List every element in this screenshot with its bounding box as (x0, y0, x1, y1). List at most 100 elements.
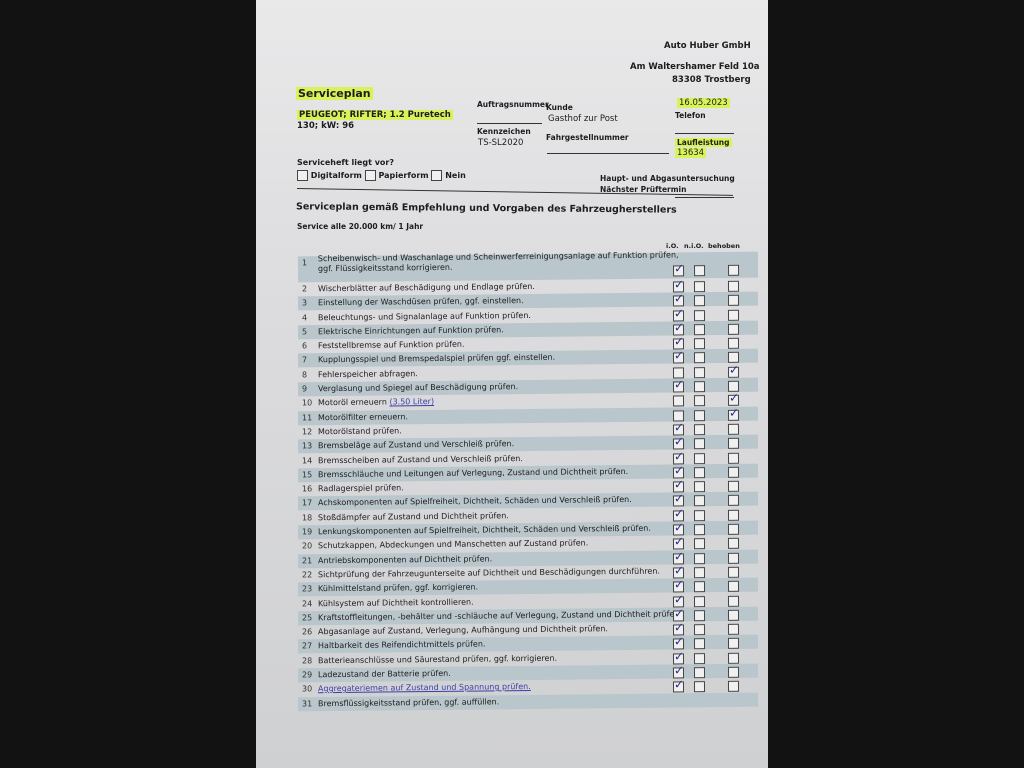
nio-checkbox[interactable] (693, 609, 706, 622)
behoben-checkbox[interactable] (727, 523, 740, 535)
behoben-checkbox[interactable] (727, 638, 740, 650)
row-text: Motoröl erneuern (3.50 Liter) (317, 397, 435, 408)
auftragsnummer-field[interactable] (477, 123, 542, 124)
io-checkbox[interactable] (672, 352, 685, 364)
nio-checkbox[interactable] (693, 581, 706, 593)
nio-checkbox[interactable] (693, 538, 706, 550)
row-link[interactable]: (3.50 Liter) (389, 397, 435, 407)
behoben-checkbox[interactable] (727, 423, 740, 435)
behoben-checkbox[interactable] (727, 681, 740, 693)
row-text: Bremsflüssigkeitsstand prüfen, ggf. auff… (317, 696, 500, 708)
nio-checkbox[interactable] (693, 481, 706, 493)
behoben-checkbox[interactable] (727, 452, 740, 464)
nio-checkbox[interactable] (693, 438, 706, 450)
kunde-value: Gasthof zur Post (548, 114, 618, 124)
io-checkbox[interactable] (672, 581, 685, 593)
kunde-label: Kunde (546, 103, 573, 112)
behoben-checkbox[interactable] (727, 280, 740, 292)
nio-checkbox[interactable] (693, 265, 706, 277)
nio-checkbox[interactable] (693, 452, 706, 464)
behoben-checkbox[interactable] (727, 581, 740, 593)
vehicle-power: 130; kW: 96 (297, 121, 355, 131)
behoben-checkbox[interactable] (727, 538, 740, 550)
nio-checkbox[interactable] (693, 667, 706, 679)
behoben-checkbox[interactable] (727, 309, 740, 321)
behoben-checkbox[interactable] (727, 337, 740, 350)
behoben-checkbox[interactable] (727, 495, 740, 507)
nio-checkbox[interactable] (693, 381, 706, 393)
telefon-label: Telefon (675, 111, 706, 120)
row-number: 29 (301, 670, 313, 680)
behoben-checkbox[interactable] (727, 295, 740, 307)
behoben-checkbox[interactable] (727, 366, 740, 378)
nio-checkbox[interactable] (693, 624, 706, 636)
behoben-checkbox[interactable] (727, 352, 740, 364)
io-checkbox[interactable] (672, 381, 685, 393)
company-name: Auto Huber GmbH (664, 41, 751, 51)
nio-checkbox[interactable] (693, 295, 706, 307)
behoben-checkbox[interactable] (727, 652, 740, 664)
nein-checkbox[interactable] (431, 170, 443, 181)
nio-checkbox[interactable] (693, 509, 706, 522)
row-number: 4 (301, 312, 308, 322)
io-checkbox[interactable] (672, 595, 685, 608)
row-number: 25 (301, 613, 313, 623)
nio-checkbox[interactable] (693, 366, 706, 379)
io-checkbox[interactable] (672, 495, 685, 507)
nio-checkbox[interactable] (693, 495, 706, 507)
nio-checkbox[interactable] (693, 552, 706, 564)
behoben-checkbox[interactable] (727, 552, 740, 564)
row-number: 20 (301, 541, 313, 551)
papierform-label: Papierform (378, 171, 429, 180)
nio-checkbox[interactable] (693, 352, 706, 364)
papierform-checkbox[interactable] (364, 170, 376, 181)
behoben-checkbox[interactable] (727, 595, 740, 607)
serviceheft-question: Serviceheft liegt vor? (297, 158, 395, 167)
nio-checkbox[interactable] (693, 409, 706, 421)
nio-checkbox[interactable] (693, 395, 706, 407)
nio-checkbox[interactable] (693, 281, 706, 293)
behoben-checkbox[interactable] (727, 323, 740, 335)
behoben-checkbox[interactable] (727, 623, 740, 636)
fahrgestellnummer-field[interactable] (547, 153, 669, 154)
checklist: 1 Scheibenwisch- und Waschanlage und Sche… (297, 250, 759, 712)
nio-checkbox[interactable] (693, 309, 706, 321)
digitalform-checkbox[interactable] (297, 170, 308, 181)
nio-checkbox[interactable] (693, 681, 706, 693)
nio-checkbox[interactable] (693, 524, 706, 536)
io-checkbox[interactable] (672, 638, 685, 650)
behoben-checkbox[interactable] (727, 466, 740, 478)
nio-checkbox[interactable] (693, 324, 706, 336)
behoben-checkbox[interactable] (727, 480, 740, 493)
row-link[interactable]: Aggregateriemen auf Zustand und Spannung… (317, 682, 531, 694)
io-checkbox[interactable] (672, 538, 685, 550)
nio-checkbox[interactable] (693, 338, 706, 350)
nio-checkbox[interactable] (693, 638, 706, 650)
nio-checkbox[interactable] (693, 567, 706, 579)
behoben-checkbox[interactable] (727, 666, 740, 678)
io-checkbox[interactable] (672, 681, 685, 693)
io-checkbox[interactable] (672, 265, 685, 277)
row-number: 12 (301, 427, 313, 437)
behoben-checkbox[interactable] (727, 409, 740, 421)
telefon-field[interactable] (675, 133, 734, 134)
io-checkbox[interactable] (672, 395, 685, 407)
behoben-checkbox[interactable] (727, 566, 740, 578)
behoben-checkbox[interactable] (727, 264, 740, 276)
nio-checkbox[interactable] (693, 424, 706, 436)
behoben-checkbox[interactable] (727, 395, 740, 407)
behoben-checkbox[interactable] (727, 509, 740, 521)
row-text: Radlagerspiel prüfen. (317, 483, 404, 494)
row-number: 1 (301, 258, 308, 268)
nio-checkbox[interactable] (693, 595, 706, 607)
behoben-checkbox[interactable] (727, 438, 740, 450)
behoben-checkbox[interactable] (727, 609, 740, 621)
nio-checkbox[interactable] (693, 652, 706, 664)
prueftermin-field[interactable] (675, 197, 734, 198)
row-text-2: ggf. Flüssigkeitsstand korrigieren. (317, 262, 453, 274)
io-checkbox[interactable] (672, 438, 685, 450)
row-number: 28 (301, 655, 313, 666)
row-text: Motorölstand prüfen. (317, 426, 402, 437)
nio-checkbox[interactable] (693, 467, 706, 479)
io-checkbox[interactable] (672, 295, 685, 307)
